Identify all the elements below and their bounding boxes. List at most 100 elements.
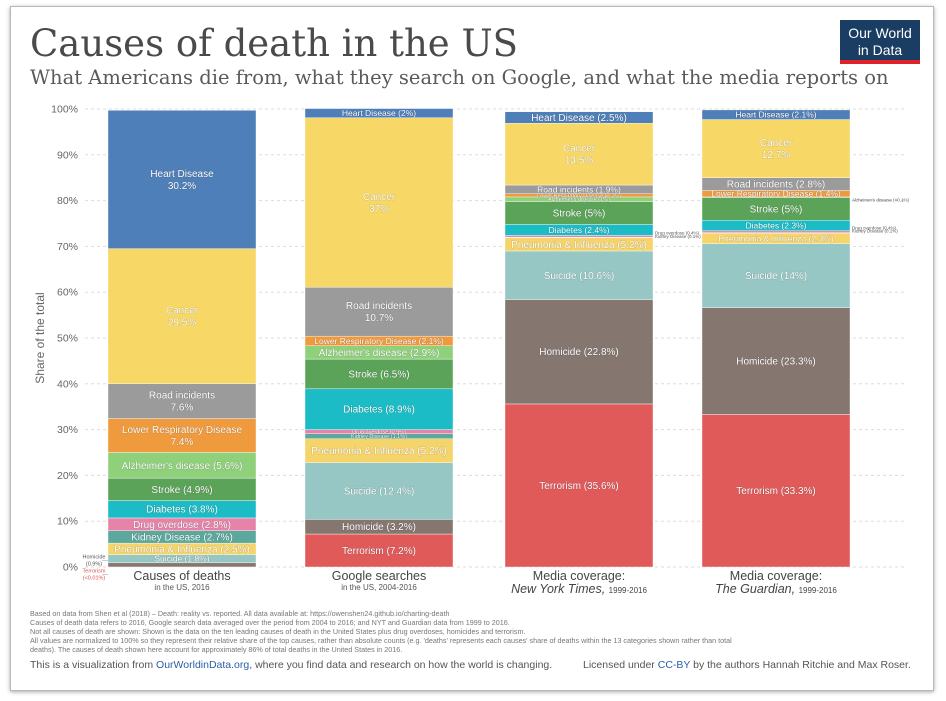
- bar-segment: [304, 286, 454, 337]
- bar-segment: [701, 109, 851, 120]
- segment-label: Suicide (14%): [745, 271, 807, 282]
- side-annotation: (<0.01%): [83, 575, 106, 581]
- column-subtitle: The Guardian, 1999-2016: [715, 582, 837, 596]
- segment-label: Road incidents (1.9%): [537, 184, 621, 194]
- segment-label: Lower Respiratory Disease: [122, 425, 242, 436]
- segment-label: Pneumonia & Influenza (2.3%): [718, 233, 833, 243]
- side-annotation: (0.9%): [86, 561, 102, 567]
- side-annotation: Alzheimer's disease (<0.1%): [852, 198, 910, 203]
- segment-label: Road incidents: [149, 391, 215, 402]
- segment-label: Suicide (12.4%): [344, 486, 415, 497]
- bar-segment: [504, 299, 654, 405]
- segment-label: Alzheimer's disease (2.9%): [319, 348, 440, 359]
- segment-label: Drug overdose (2.8%): [133, 520, 231, 531]
- y-axis-label: Share of the total: [33, 292, 47, 383]
- bar-segment: [504, 403, 654, 568]
- column-title: Google searches: [332, 569, 427, 583]
- footer-notes: Based on data from Shen et al (2018) – D…: [30, 609, 920, 654]
- footer-line: Based on data from Shen et al (2018) – D…: [30, 609, 450, 618]
- segment-label: Stroke (6.5%): [348, 369, 409, 380]
- segment-label: Diabetes (2.3%): [746, 221, 807, 231]
- segment-label: Heart Disease: [150, 169, 214, 180]
- bar-segment: [504, 235, 654, 238]
- segment-label: Cancer: [760, 138, 793, 149]
- segment-label: 30.2%: [168, 181, 196, 192]
- segment-label: Heart Disease (2%): [342, 108, 416, 118]
- footer-line: Causes of death data refers to 2016, Goo…: [30, 618, 510, 627]
- y-tick-label: 0%: [63, 562, 78, 574]
- segment-label: Alzheimer's disease (1%): [548, 197, 610, 203]
- column-subtitle-years: 1999-2016: [799, 586, 838, 595]
- footer-line: All values are normalized to 100% so the…: [30, 636, 732, 645]
- logo-line-1: Our World: [848, 25, 912, 41]
- y-tick-label: 90%: [57, 149, 78, 161]
- segment-label: Road incidents (2.8%): [727, 180, 825, 191]
- segment-label: 10.7%: [365, 313, 393, 324]
- segment-label: 7.4%: [171, 437, 194, 448]
- chart-subtitle: What Americans die from, what they searc…: [30, 66, 889, 89]
- viz-credit: This is a visualization from OurWorldinD…: [30, 659, 552, 671]
- viz-credit-prefix: This is a visualization from: [30, 659, 157, 671]
- segment-label: 12.7%: [762, 150, 790, 161]
- footer-line: Not all causes of death are shown: Shown…: [30, 627, 526, 636]
- y-tick-label: 80%: [57, 195, 78, 207]
- segment-label: Terrorism (35.6%): [539, 481, 618, 492]
- bar-segment: [107, 383, 257, 419]
- cc-by-link[interactable]: CC-BY: [657, 659, 691, 671]
- segment-label: Pneumonia & Influenza (2.5%): [114, 544, 250, 555]
- segment-label: Terrorism (33.3%): [736, 486, 815, 497]
- bar-segment: [304, 358, 454, 390]
- logo-red-bar: [840, 60, 920, 64]
- segment-label: Drug overdose (0.9%): [352, 430, 406, 436]
- segment-label: Stroke (5%): [553, 208, 606, 219]
- column-subtitle-source: The Guardian,: [715, 582, 798, 596]
- segment-label: 7.6%: [171, 403, 194, 414]
- segment-label: Cancer: [166, 306, 199, 317]
- y-tick-label: 100%: [51, 104, 78, 116]
- segment-label: Diabetes (3.8%): [146, 505, 218, 516]
- license-prefix: Licensed under: [583, 659, 658, 671]
- segment-label: Diabetes (2.4%): [549, 225, 610, 235]
- y-tick-label: 10%: [57, 516, 78, 528]
- segment-label: Road incidents: [346, 301, 412, 312]
- segment-label: Homicide (3.2%): [342, 522, 416, 533]
- viz-credit-suffix: , where you find data and research on ho…: [249, 659, 553, 671]
- side-annotation: Drug overdose (0.4%): [655, 230, 700, 235]
- segment-label: 37%: [369, 204, 389, 215]
- bar-segment: [504, 111, 654, 124]
- column-subtitle: New York Times, 1999-2016: [511, 582, 647, 596]
- segment-label: Suicide (10.6%): [544, 271, 615, 282]
- owid-link[interactable]: OurWorldinData.org: [156, 659, 250, 671]
- y-tick-label: 30%: [57, 424, 78, 436]
- bar-segment: [304, 388, 454, 430]
- segment-label: Heart Disease (2.1%): [735, 110, 816, 120]
- footer-line: deaths). The causes of death shown here …: [30, 645, 403, 654]
- y-tick-label: 60%: [57, 287, 78, 299]
- segment-label: 29.5%: [168, 318, 196, 329]
- segment-label: Alzheimer's disease (5.6%): [122, 461, 243, 472]
- segment-label: Cancer: [363, 192, 396, 203]
- column-subtitle: in the US, 2004-2016: [341, 583, 417, 592]
- bar-segment: [304, 533, 454, 568]
- segment-label: Cancer: [563, 144, 596, 155]
- logo-line-2: in Data: [857, 42, 903, 58]
- segment-label: Pneumonia & Influenza (5.2%): [511, 240, 647, 251]
- segment-label: Homicide (22.8%): [539, 347, 618, 358]
- bar-segment: [701, 307, 851, 415]
- bar-segment: [701, 119, 851, 178]
- segment-label: Kidney Disease (2.7%): [131, 532, 233, 543]
- side-annotation: Drug overdose (0.4%): [852, 225, 897, 230]
- segment-label: Lower Respiratory Disease (2.1%): [314, 336, 444, 346]
- y-tick-label: 70%: [57, 241, 78, 253]
- column-title: Media coverage:: [730, 569, 822, 583]
- segment-label: Suicide (1.8%): [154, 554, 209, 564]
- owid-logo[interactable]: Our World in Data: [840, 20, 920, 64]
- y-tick-label: 50%: [57, 333, 78, 345]
- segment-label: Lower Respiratory Disease (0.7%): [537, 193, 621, 199]
- bar-segment: [701, 230, 851, 233]
- bar-segment: [107, 452, 257, 479]
- column-title: Media coverage:: [533, 569, 625, 583]
- bar-segment: [701, 243, 851, 308]
- bar-segment: [107, 248, 257, 384]
- side-annotation: Homicide: [83, 554, 106, 560]
